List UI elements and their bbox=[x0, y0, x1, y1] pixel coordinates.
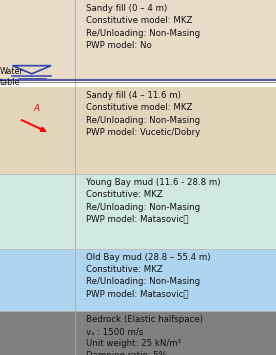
Bar bbox=[0, 311, 75, 355]
Bar bbox=[0, 174, 75, 248]
Bar bbox=[0, 87, 75, 174]
Bar bbox=[75, 0, 276, 80]
Text: Water
table: Water table bbox=[0, 67, 24, 87]
Text: Sandy fill (4 – 11.6 m)
Constitutive model: MKZ
Re/Unloading: Non-Masing
PWP mod: Sandy fill (4 – 11.6 m) Constitutive mod… bbox=[86, 91, 200, 137]
Text: Sandy fill (0 – 4 m)
Constitutive model: MKZ
Re/Unloading: Non-Masing
PWP model:: Sandy fill (0 – 4 m) Constitutive model:… bbox=[86, 4, 200, 50]
Bar bbox=[75, 174, 276, 248]
Text: Old Bay mud (28.8 – 55.4 m)
Constitutive: MKZ
Re/Unloading: Non-Masing
PWP model: Old Bay mud (28.8 – 55.4 m) Constitutive… bbox=[86, 253, 210, 298]
Text: Bedrock (Elastic halfspace)
vₛ : 1500 m/s
Unit weight: 25 kN/m³
Damping ratio: 5: Bedrock (Elastic halfspace) vₛ : 1500 m/… bbox=[86, 315, 203, 355]
Bar bbox=[75, 87, 276, 174]
Bar bbox=[0, 248, 75, 311]
Bar bbox=[0, 0, 75, 80]
Bar bbox=[75, 248, 276, 311]
Text: A: A bbox=[33, 104, 39, 113]
Bar bbox=[75, 311, 276, 355]
Text: Young Bay mud (11.6 - 28.8 m)
Constitutive: MKZ
Re/Unloading: Non-Masing
PWP mod: Young Bay mud (11.6 - 28.8 m) Constituti… bbox=[86, 178, 220, 224]
